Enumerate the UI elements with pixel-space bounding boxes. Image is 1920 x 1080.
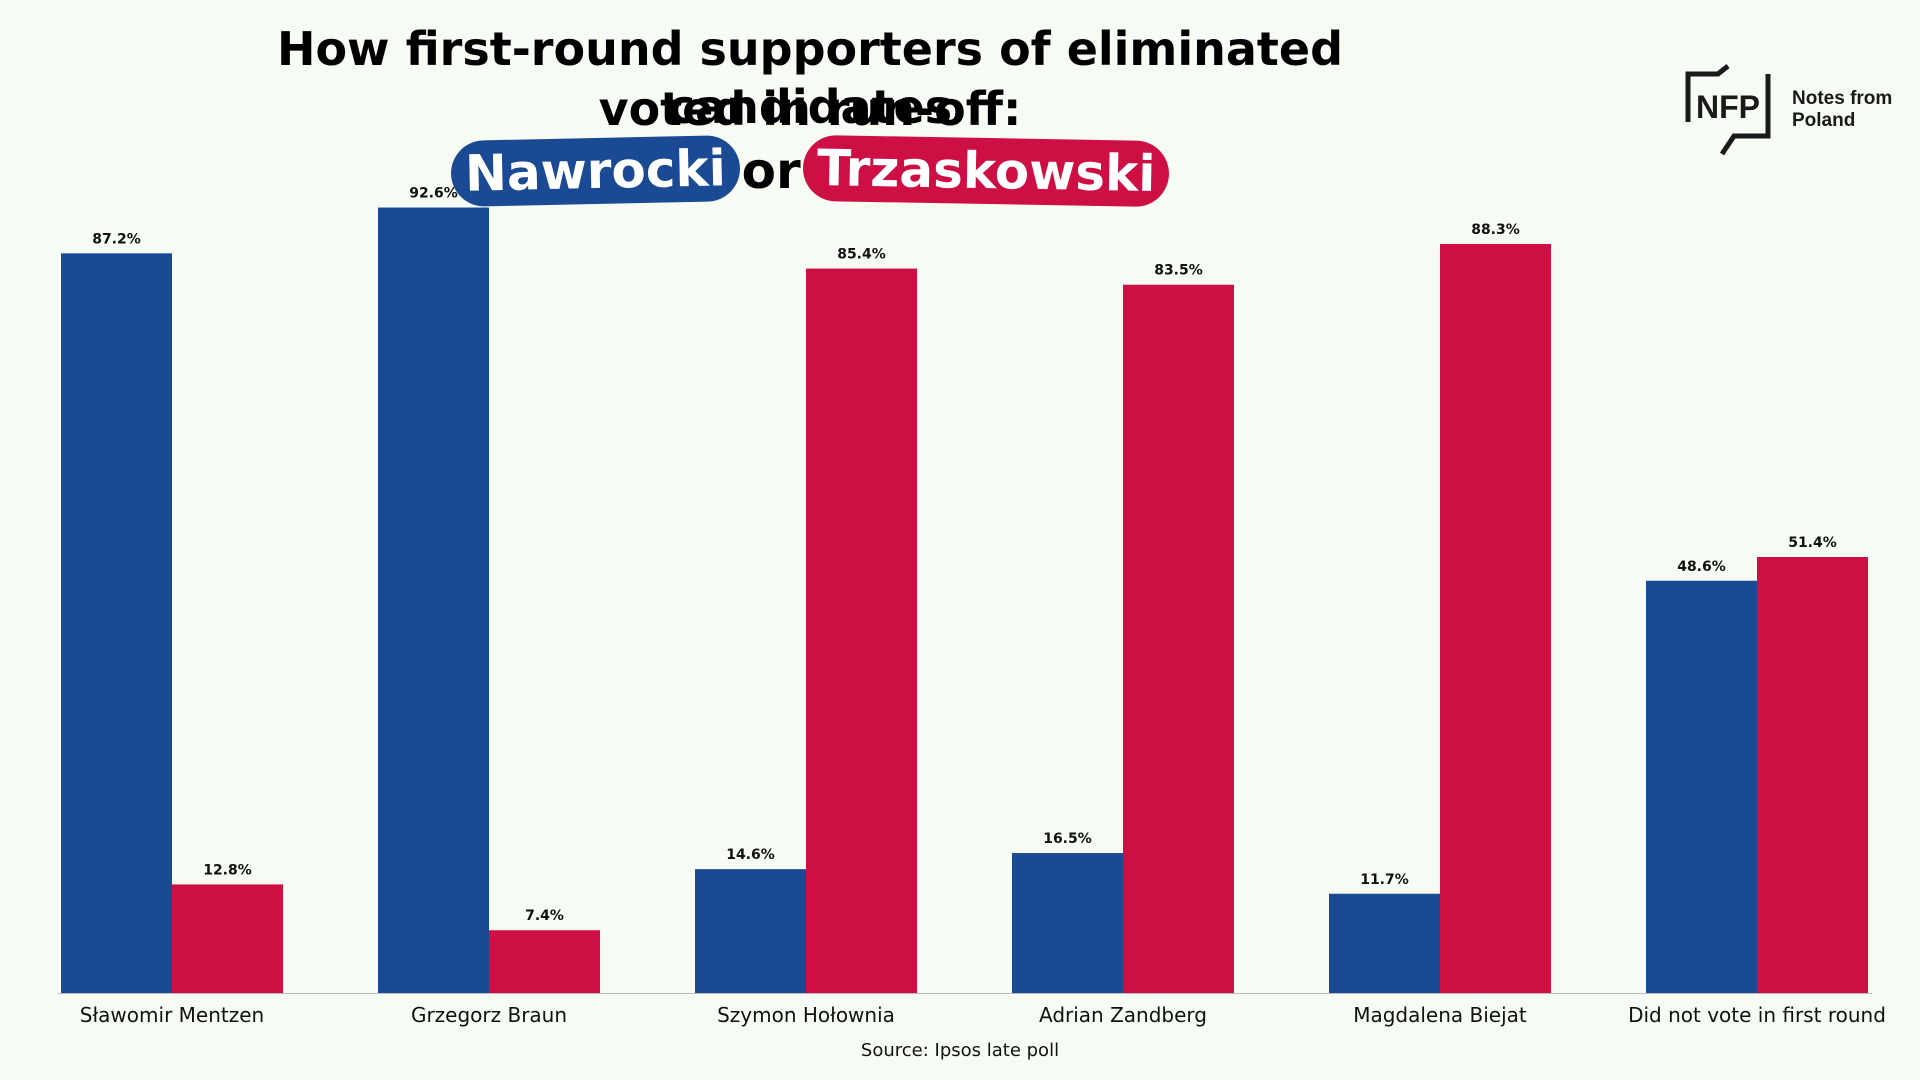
bar-trzaskowski-did-not-vote-in-first-round <box>1757 556 1868 993</box>
nfp-logo: NFP Notes from Poland <box>1682 52 1902 162</box>
category-label-slawomir-mentzen: Sławomir Mentzen <box>80 1003 264 1027</box>
data-label-trzaskowski-szymon-holownia: 85.4% <box>837 247 886 263</box>
bar-nawrocki-szymon-holownia <box>695 869 806 993</box>
bar-trzaskowski-adrian-zandberg <box>1123 284 1234 993</box>
chart-title-line1: How first-round supporters of eliminated… <box>276 22 1344 134</box>
bar-trzaskowski-szymon-holownia <box>806 268 917 994</box>
bar-nawrocki-magdalena-biejat <box>1329 893 1440 993</box>
data-label-nawrocki-did-not-vote-in-first-round: 48.6% <box>1677 559 1726 575</box>
source-note: Source: Ipsos late poll <box>860 1040 1060 1061</box>
bars-layer <box>61 207 1868 994</box>
data-label-nawrocki-magdalena-biejat: 11.7% <box>1360 872 1409 888</box>
data-label-trzaskowski-did-not-vote-in-first-round: 51.4% <box>1788 535 1837 551</box>
bar-nawrocki-did-not-vote-in-first-round <box>1646 580 1757 993</box>
logo-line2: Poland <box>1792 110 1856 131</box>
category-label-szymon-holownia: Szymon Hołownia <box>717 1003 895 1027</box>
bar-trzaskowski-grzegorz-braun <box>489 930 600 993</box>
logo-line1: Notes from <box>1792 88 1893 109</box>
nfp-logo-icon: NFP <box>1685 64 1771 156</box>
data-label-trzaskowski-adrian-zandberg: 83.5% <box>1154 263 1203 279</box>
bar-nawrocki-adrian-zandberg <box>1012 853 1123 993</box>
data-label-nawrocki-slawomir-mentzen: 87.2% <box>92 231 141 247</box>
labels-layer: 87.2% 12.8% Sławomir Mentzen 92.6% 7.4% Grzeg… <box>80 186 1886 1027</box>
bar-nawrocki-grzegorz-braun <box>378 207 489 993</box>
bar-nawrocki-slawomir-mentzen <box>61 253 172 994</box>
data-label-nawrocki-szymon-holownia: 14.6% <box>726 847 775 863</box>
logo-name: Notes from Poland <box>1792 88 1892 132</box>
data-label-nawrocki-grzegorz-braun: 92.6% <box>409 186 458 202</box>
data-label-trzaskowski-slawomir-mentzen: 12.8% <box>203 862 252 878</box>
bar-trzaskowski-magdalena-biejat <box>1440 243 1551 994</box>
data-label-trzaskowski-grzegorz-braun: 7.4% <box>525 908 564 924</box>
category-label-magdalena-biejat: Magdalena Biejat <box>1353 1003 1527 1027</box>
category-label-adrian-zandberg: Adrian Zandberg <box>1039 1003 1207 1027</box>
legend-connector: or <box>741 141 801 200</box>
category-label-did-not-vote-in-first-round: Did not vote in first round <box>1628 1003 1886 1027</box>
data-label-trzaskowski-magdalena-biejat: 88.3% <box>1471 222 1520 238</box>
chart-title-line2: voted in run-off: <box>598 82 1022 136</box>
data-label-nawrocki-adrian-zandberg: 16.5% <box>1043 831 1092 847</box>
legend: Nawrocki or Trzaskowski <box>160 134 1460 207</box>
logo-mark: NFP <box>1696 89 1760 125</box>
category-label-grzegorz-braun: Grzegorz Braun <box>411 1003 567 1027</box>
bar-trzaskowski-slawomir-mentzen <box>172 884 283 993</box>
